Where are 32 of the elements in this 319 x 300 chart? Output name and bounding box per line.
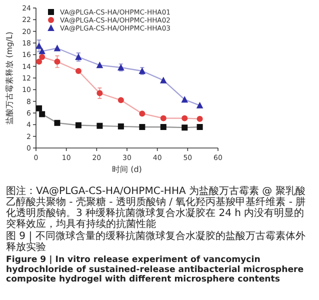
point — [118, 97, 124, 104]
point — [182, 124, 188, 131]
point — [96, 90, 103, 96]
point — [39, 54, 46, 60]
caption: 图 9 | 不同微球含量的缓释抗菌微球复合水凝胶的盐酸万古霉素体外释放实验 — [6, 230, 306, 253]
point — [182, 115, 188, 122]
point — [75, 122, 82, 128]
point — [196, 124, 203, 130]
point — [38, 48, 46, 54]
caption: Figure 9 | In vitro release experiment of vancomycin hydrochloride of sustained-release antibacterial microsphere composite hydrogel with different microsphere contents — [6, 255, 304, 285]
point — [96, 122, 103, 129]
point — [39, 111, 46, 118]
point — [160, 115, 166, 122]
point — [36, 105, 42, 112]
x-axis-title: 时间 (d) — [112, 165, 142, 174]
point — [160, 124, 166, 130]
point — [196, 116, 203, 122]
point — [54, 58, 60, 65]
point — [139, 110, 146, 117]
point — [54, 44, 61, 52]
point — [96, 62, 104, 68]
text: 图注：VA@PLGA-CS-HA/OHPMC-HHA 为盐酸万古霉素 @ 聚乳酸乙醇酸共聚物 - 壳聚糖 - 透明质酸钠 / 氧化羟丙基羧甲基纤维素 - 肼化透明质酸钠。3 种缓释抗菌微球复合水凝胶在 24 h 内没有明显的突释效应，均具有持续的抗菌性能 — [6, 185, 306, 230]
point — [75, 68, 82, 74]
point — [118, 123, 124, 130]
point — [196, 102, 204, 108]
point — [36, 58, 42, 65]
point — [54, 120, 60, 126]
point — [160, 76, 167, 84]
y-axis-title: 盐酸万古霉素释放 (mg/L) — [5, 32, 14, 124]
point — [36, 42, 42, 49]
point — [139, 124, 146, 130]
point — [181, 96, 188, 103]
